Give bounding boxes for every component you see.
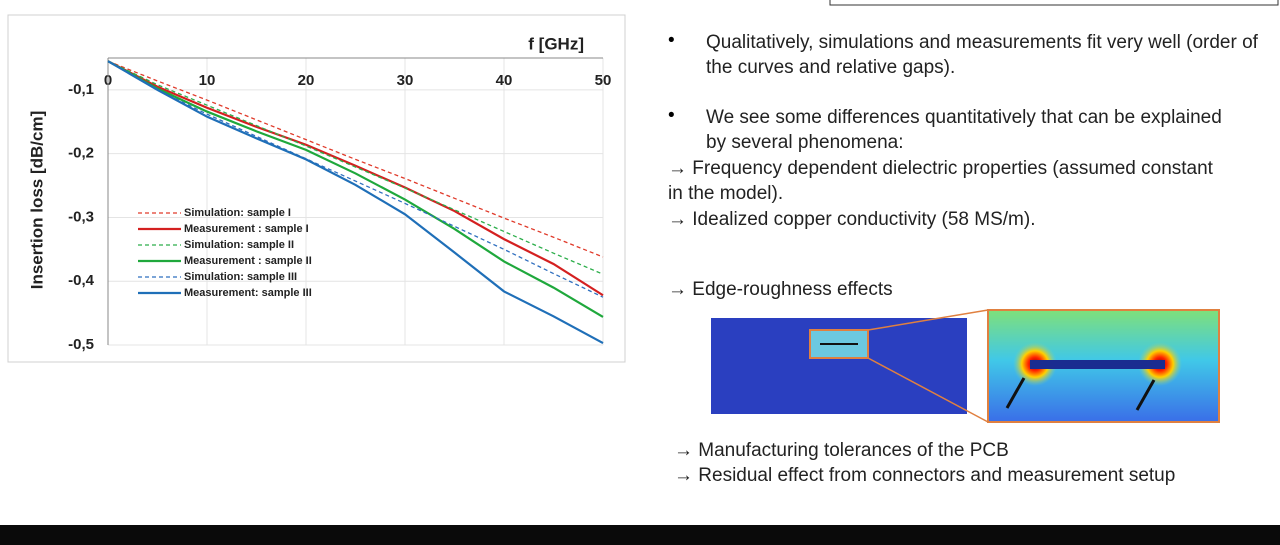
arrow-item: → Idealized copper conductivity (58 MS/m… xyxy=(668,209,1036,230)
y-tick-label: -0,1 xyxy=(68,81,94,98)
strip xyxy=(1030,360,1165,369)
arrow-text: Frequency dependent dielectric propertie… xyxy=(668,158,1213,204)
legend-label: Measurement : sample II xyxy=(184,255,312,267)
series-line xyxy=(107,60,604,298)
arrow-item: → Residual effect from connectors and me… xyxy=(674,465,1176,486)
legend-label: Simulation: sample I xyxy=(184,207,291,219)
y-tick-label: -0,3 xyxy=(68,208,94,225)
arrow xyxy=(1135,379,1156,411)
legend-label: Measurement: sample III xyxy=(184,287,312,299)
footer-bar xyxy=(0,525,1280,545)
series-line xyxy=(107,60,604,318)
top-box xyxy=(829,0,1279,6)
x-tick-label: 40 xyxy=(496,72,513,89)
arrow-text: Residual effect from connectors and meas… xyxy=(698,465,1176,486)
arrow xyxy=(1005,377,1026,409)
chart-frame xyxy=(7,14,626,363)
y-tick-label: -0,2 xyxy=(68,145,94,162)
x-tick-label: 20 xyxy=(298,72,315,89)
chart: f [GHz] Insertion loss [dB/cm] -0,1 -0,2 -… xyxy=(7,14,626,363)
zoom-line xyxy=(867,357,989,423)
bullet: • xyxy=(668,105,675,126)
bullet-text: Qualitatively, simulations and measureme… xyxy=(706,32,1258,78)
arrow-item: → Frequency dependent dielectric propert… xyxy=(668,158,1213,204)
x-tick-label: 10 xyxy=(199,72,216,89)
x-tick-label: 50 xyxy=(595,72,612,89)
y-tick-label: -0,5 xyxy=(68,336,94,353)
series-line xyxy=(107,60,604,345)
series-line xyxy=(107,60,604,275)
arrow-item: → Edge-roughness effects xyxy=(668,279,893,300)
arrow-text: Manufacturing tolerances of the PCB xyxy=(698,440,1009,461)
zoom-line xyxy=(867,309,989,331)
legend-label: Simulation: sample II xyxy=(184,239,294,251)
bullet: • xyxy=(668,30,675,51)
arrow-text: Idealized copper conductivity (58 MS/m). xyxy=(692,209,1036,230)
bullet-text: We see some differences quantitatively t… xyxy=(706,107,1222,153)
legend-label: Simulation: sample III xyxy=(184,271,297,283)
arrow-item: → Manufacturing tolerances of the PCB xyxy=(674,440,1009,461)
x-tick-label: 30 xyxy=(397,72,414,89)
series-line xyxy=(107,60,604,258)
arrow-text: Edge-roughness effects xyxy=(692,279,893,300)
series-line xyxy=(107,60,604,297)
y-axis-title: Insertion loss [dB/cm] xyxy=(27,111,46,290)
x-axis-title: f [GHz] xyxy=(528,34,584,53)
y-tick-label: -0,4 xyxy=(68,272,95,289)
legend-label: Measurement : sample I xyxy=(184,223,309,235)
